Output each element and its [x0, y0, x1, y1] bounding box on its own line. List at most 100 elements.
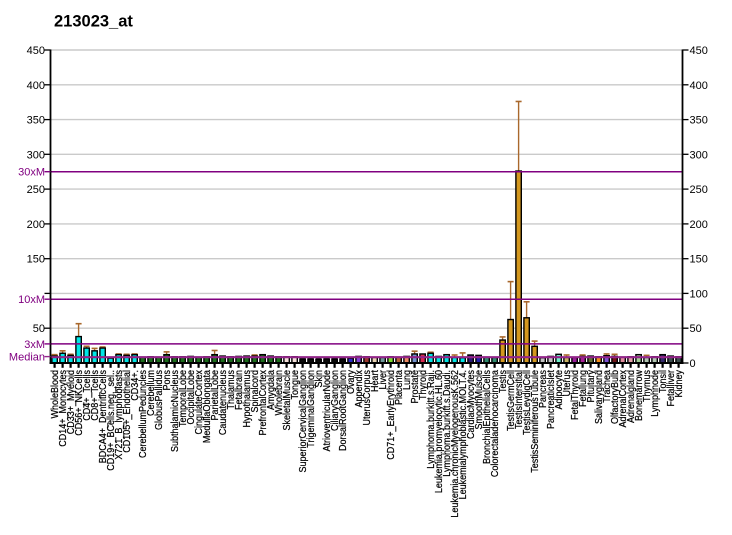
svg-text:Thymus: Thymus	[642, 370, 653, 402]
svg-text:Lymphoma.burkitt.s.Raji.: Lymphoma.burkitt.s.Raji.	[426, 370, 437, 469]
svg-text:TestisLeydigCell: TestisLeydigCell	[522, 370, 533, 435]
svg-text:Lung: Lung	[402, 370, 413, 390]
svg-text:DorsalRootGanglion: DorsalRootGanglion	[338, 370, 349, 451]
svg-text:Lymphoma.burkitt.s.Daudi.: Lymphoma.burkitt.s.Daudi.	[442, 370, 453, 477]
svg-text:AtrioventricularNode: AtrioventricularNode	[322, 370, 333, 452]
svg-text:FetalThyroid: FetalThyroid	[570, 370, 581, 420]
svg-text:CD33+_Myeloid: CD33+_Myeloid	[66, 370, 77, 434]
svg-text:UterusCorpus: UterusCorpus	[362, 370, 373, 426]
svg-text:CD4+_Tcells: CD4+_Tcells	[82, 370, 93, 421]
svg-text:Thalamus: Thalamus	[226, 370, 237, 410]
svg-text:350: 350	[27, 115, 45, 127]
svg-text:CD8+_Tcells: CD8+_Tcells	[90, 370, 101, 421]
svg-text:400: 400	[690, 80, 708, 92]
svg-text:CD71+_EarlyErythroid: CD71+_EarlyErythroid	[386, 370, 397, 460]
svg-text:0: 0	[690, 358, 696, 370]
svg-text:Pancreas: Pancreas	[538, 370, 549, 408]
svg-text:GlobusPallidus: GlobusPallidus	[154, 370, 165, 430]
svg-text:Bonemarrow: Bonemarrow	[634, 369, 645, 421]
svg-text:AdrenalCortex: AdrenalCortex	[618, 370, 629, 428]
svg-text:CardiacMyocytes: CardiacMyocytes	[466, 370, 477, 439]
svg-text:450: 450	[27, 45, 45, 57]
svg-text:Leukemia.promyelocytic.HL.60: Leukemia.promyelocytic.HL.60	[434, 370, 445, 493]
svg-text:Wholebrain: Wholebrain	[274, 370, 285, 416]
svg-text:213023_at: 213023_at	[54, 13, 133, 31]
svg-text:150: 150	[27, 254, 45, 266]
svg-text:CerebellumPeduncles: CerebellumPeduncles	[138, 370, 149, 458]
svg-text:SuperiorCervicalGanglion: SuperiorCervicalGanglion	[298, 370, 309, 473]
svg-text:200: 200	[690, 219, 708, 231]
svg-text:CD19+_BCells.neg._sel..: CD19+_BCells.neg._sel..	[106, 370, 117, 471]
svg-text:Thyroid: Thyroid	[418, 370, 429, 400]
svg-text:Testis: Testis	[498, 370, 509, 393]
svg-text:CD14+_Monocytes: CD14+_Monocytes	[58, 370, 69, 447]
svg-text:Colorectaladenocarcinoma: Colorectaladenocarcinoma	[490, 370, 501, 477]
svg-text:Prostate: Prostate	[410, 370, 421, 404]
svg-text:50: 50	[33, 323, 45, 335]
svg-text:Adrenalgland: Adrenalgland	[626, 370, 637, 423]
svg-text:Fetalbrain: Fetalbrain	[234, 370, 245, 410]
svg-text:450: 450	[690, 45, 708, 57]
svg-text:Tonsil: Tonsil	[658, 370, 669, 393]
svg-text:PancreaticIslet: PancreaticIslet	[546, 370, 557, 429]
svg-text:CingulateCortex: CingulateCortex	[194, 370, 205, 435]
svg-text:WholeBlood: WholeBlood	[50, 370, 61, 419]
svg-text:Placenta: Placenta	[394, 370, 405, 405]
svg-text:Lymphnode: Lymphnode	[650, 370, 661, 417]
svg-text:SkeletalMuscle: SkeletalMuscle	[282, 370, 293, 431]
svg-text:300: 300	[690, 149, 708, 161]
svg-text:250: 250	[690, 184, 708, 196]
svg-text:Spinalcord: Spinalcord	[250, 370, 261, 413]
svg-text:SubthalamicNucleus: SubthalamicNucleus	[170, 370, 181, 452]
svg-text:OccipitalLobe: OccipitalLobe	[186, 370, 197, 425]
svg-text:Leukemialymphoblastic.MOLT.4.: Leukemialymphoblastic.MOLT.4.	[458, 370, 469, 499]
svg-text:MedullaOblongata: MedullaOblongata	[202, 370, 213, 443]
svg-text:Pons: Pons	[162, 370, 173, 391]
svg-text:Appendix: Appendix	[354, 370, 365, 408]
svg-text:Cerebellum: Cerebellum	[146, 370, 157, 416]
svg-text:400: 400	[27, 80, 45, 92]
svg-text:PrefrontalCortex: PrefrontalCortex	[258, 370, 269, 436]
svg-text:Trachea: Trachea	[602, 370, 613, 403]
svg-text:Fetallung: Fetallung	[578, 370, 589, 407]
svg-text:X721_B_lymphoblasts: X721_B_lymphoblasts	[114, 370, 125, 460]
svg-text:TemporalLobe: TemporalLobe	[178, 370, 189, 427]
svg-text:Adipocyte: Adipocyte	[554, 370, 565, 410]
svg-text:OlfactoryBulb: OlfactoryBulb	[610, 370, 621, 424]
svg-text:BronchialEpithelialCells: BronchialEpithelialCells	[482, 370, 493, 464]
svg-text:TestisGermCell: TestisGermCell	[506, 370, 517, 431]
svg-text:Median: Median	[9, 352, 45, 364]
svg-text:150: 150	[690, 254, 708, 266]
svg-text:TestisSeminiferousTubule: TestisSeminiferousTubule	[530, 370, 541, 473]
svg-text:200: 200	[27, 219, 45, 231]
svg-text:Tongue: Tongue	[290, 370, 301, 400]
svg-text:Hypothalamus: Hypothalamus	[242, 370, 253, 428]
svg-text:Leukemia.chronicMyelogenousK.5: Leukemia.chronicMyelogenousK.562	[450, 370, 461, 518]
svg-text:Caudatenucleus: Caudatenucleus	[218, 370, 229, 435]
svg-text:CiliaryGanglion: CiliaryGanglion	[330, 370, 341, 431]
svg-text:CD34+.: CD34+.	[130, 370, 141, 401]
svg-text:SmoothMuscle: SmoothMuscle	[474, 370, 485, 430]
svg-text:Uterus: Uterus	[562, 370, 573, 397]
svg-text:BDCA4+_DentriticCells: BDCA4+_DentriticCells	[98, 370, 109, 463]
svg-text:Pituitary: Pituitary	[586, 370, 597, 403]
svg-text:CD105+_Endothelial: CD105+_Endothelial	[122, 370, 133, 453]
svg-text:Ovary: Ovary	[346, 370, 357, 394]
svg-text:250: 250	[27, 184, 45, 196]
svg-text:Liver: Liver	[378, 369, 389, 389]
svg-text:50: 50	[690, 323, 702, 335]
svg-text:300: 300	[27, 149, 45, 161]
svg-text:Heart: Heart	[370, 370, 381, 392]
svg-text:Skin: Skin	[314, 370, 325, 388]
svg-text:100: 100	[690, 288, 708, 300]
svg-text:350: 350	[690, 115, 708, 127]
svg-text:ParietalLobe: ParietalLobe	[210, 370, 221, 421]
svg-text:3xM: 3xM	[24, 339, 45, 351]
svg-text:10xM: 10xM	[18, 294, 45, 306]
svg-text:TrigeminalGanglion: TrigeminalGanglion	[306, 370, 317, 448]
svg-text:CD56+_NKCells: CD56+_NKCells	[74, 370, 85, 436]
svg-text:TestisIntersitial: TestisIntersitial	[514, 370, 525, 429]
svg-text:Fetalliver: Fetalliver	[666, 369, 677, 406]
svg-text:30xM: 30xM	[18, 167, 45, 179]
svg-text:Kidney: Kidney	[674, 370, 685, 398]
